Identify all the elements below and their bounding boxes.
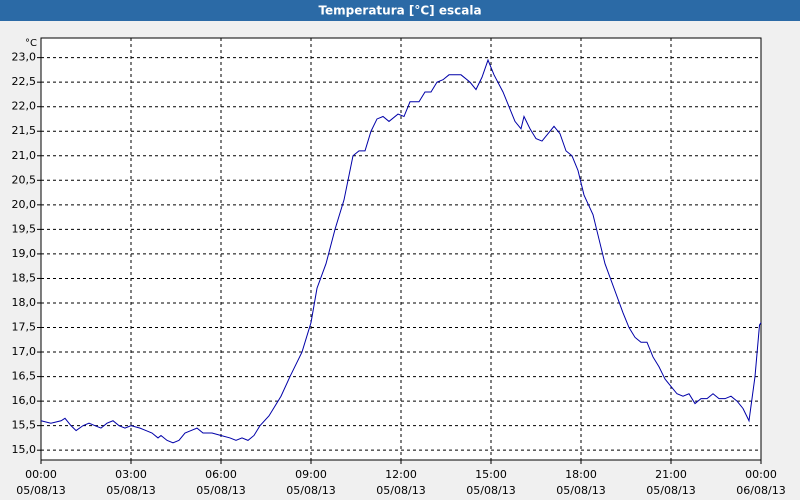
x-tick-label: 12:00 — [385, 468, 417, 481]
y-tick-label: 22,0 — [12, 100, 37, 113]
y-tick-label: 19,5 — [12, 222, 37, 235]
x-tick-date: 05/08/13 — [286, 484, 335, 497]
x-tick-label: 00:00 — [745, 468, 777, 481]
y-tick-label: 15,0 — [12, 443, 37, 456]
data-line — [40, 58, 762, 444]
x-tick-label: 15:00 — [475, 468, 507, 481]
x-tick-date: 05/08/13 — [646, 484, 695, 497]
y-tick-label: 21,5 — [12, 124, 37, 137]
y-tick-label: 15,5 — [12, 419, 37, 432]
x-tick-label: 00:00 — [25, 468, 57, 481]
y-unit: °C — [25, 38, 37, 49]
y-tick-label: 20,5 — [12, 173, 37, 186]
x-tick-label: 18:00 — [565, 468, 597, 481]
y-tick-label: 18,0 — [12, 296, 37, 309]
y-tick-label: 18,5 — [12, 271, 37, 284]
y-tick-label: 17,0 — [12, 345, 37, 358]
x-tick-label: 03:00 — [115, 468, 147, 481]
y-tick-label: 23,0 — [12, 51, 37, 64]
x-tick-date: 05/08/13 — [106, 484, 155, 497]
title-bar — [0, 0, 800, 21]
y-tick-label: 20,0 — [12, 198, 37, 211]
x-tick-date: 06/08/13 — [736, 484, 785, 497]
x-tick-label: 09:00 — [295, 468, 327, 481]
x-tick-date: 05/08/13 — [196, 484, 245, 497]
y-tick-label: 17,5 — [12, 321, 37, 334]
y-tick-label: 22,5 — [12, 75, 37, 88]
x-tick-date: 05/08/13 — [556, 484, 605, 497]
y-tick-label: 21,0 — [12, 149, 37, 162]
x-tick-date: 05/08/13 — [466, 484, 515, 497]
x-tick-label: 21:00 — [655, 468, 687, 481]
x-tick-date: 05/08/13 — [16, 484, 65, 497]
y-tick-label: 16,5 — [12, 370, 37, 383]
y-tick-label: 19,0 — [12, 247, 37, 260]
chart-title: Temperatura [°C] escala — [318, 4, 481, 18]
x-tick-date: 05/08/13 — [376, 484, 425, 497]
x-tick-label: 06:00 — [205, 468, 237, 481]
y-tick-label: 16,0 — [12, 394, 37, 407]
